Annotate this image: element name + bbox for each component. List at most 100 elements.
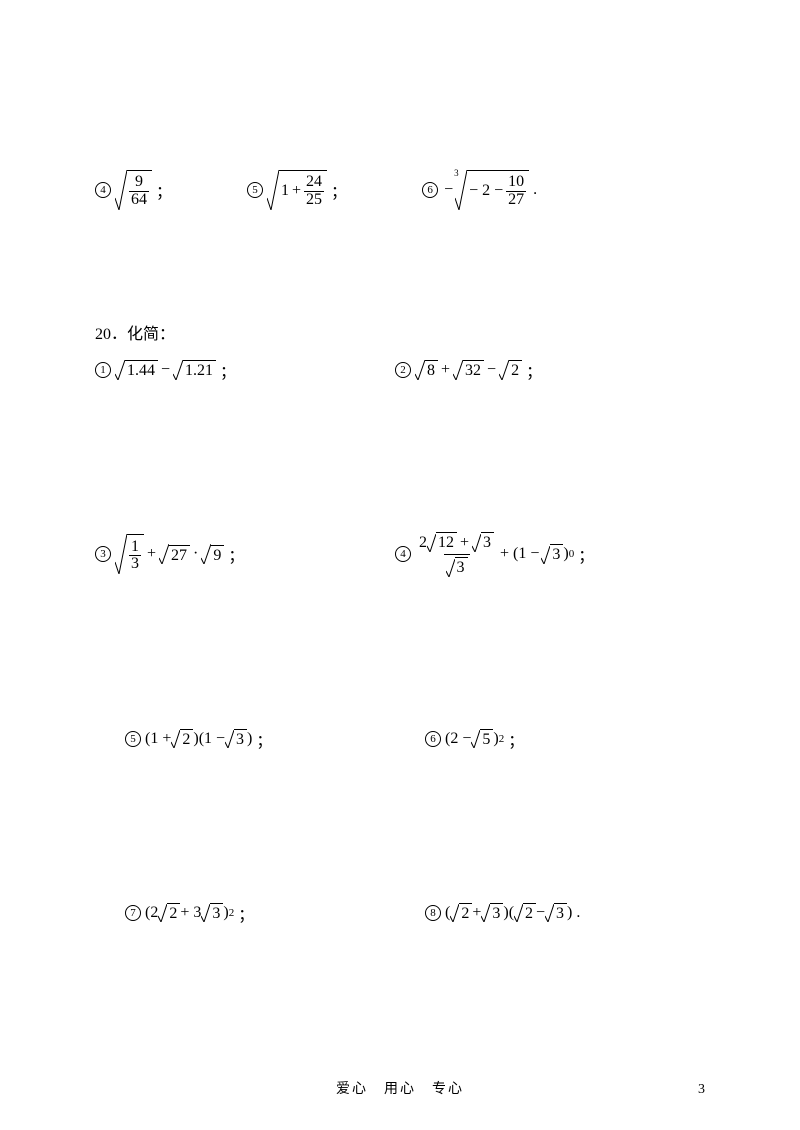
exponent: 2 — [229, 907, 235, 919]
sqrt: 3 — [545, 903, 567, 923]
neg: − — [444, 181, 453, 199]
page-number: 3 — [698, 1082, 705, 1098]
item-4b: 4 2 12 + 3 3 — [395, 532, 705, 577]
fraction: 24 25 — [304, 174, 324, 209]
radicand: 3 — [234, 729, 247, 749]
radical-icon — [415, 360, 425, 380]
sqrt: 1 3 — [115, 534, 144, 574]
sqrt: 3 — [201, 903, 223, 923]
item-5b: 5 (1 + 2 )(1 − 3 ) ； — [125, 727, 425, 751]
radical-icon — [115, 534, 127, 574]
punct: ； — [526, 358, 542, 382]
radical-icon — [450, 904, 459, 922]
radicand: 1.21 — [183, 360, 216, 380]
numerator: 10 — [506, 174, 526, 191]
circled-3: 3 — [95, 546, 111, 562]
fraction: 9 64 — [129, 174, 149, 209]
q20-title: 20．化简： — [95, 320, 705, 344]
coef: 2 — [419, 535, 427, 552]
exponent: 0 — [569, 548, 575, 560]
row-7-8: 7 (2 2 + 3 3 ) 2 ； 8 ( 2 + — [95, 901, 705, 925]
sqrt: 2 — [171, 729, 193, 749]
radical-icon — [514, 904, 523, 922]
radicand: 32 — [463, 360, 484, 380]
page-content: 4 9 64 ； 5 1 + 2 4 — [0, 0, 800, 925]
radical-icon — [159, 544, 169, 564]
item-4: 4 9 64 ； — [95, 170, 172, 210]
radical-icon — [545, 904, 554, 922]
punct: ； — [331, 178, 347, 202]
cbrt: 3 − 2 − 10 27 — [455, 170, 529, 210]
sqrt: 1 + 24 25 — [267, 170, 327, 210]
circled-5: 5 — [125, 731, 141, 747]
item-2: 2 8 + 32 − 2 ； — [395, 358, 705, 382]
sqrt: 2 — [499, 360, 522, 380]
sqrt: 3 — [541, 544, 563, 564]
radical-icon — [471, 730, 480, 748]
open: (2 — [145, 904, 158, 922]
radical-icon — [115, 360, 125, 380]
punct: . — [533, 181, 537, 199]
radicand: 3 — [554, 903, 567, 923]
big-fraction: 2 12 + 3 3 — [417, 532, 496, 577]
row-5-6: 5 (1 + 2 )(1 − 3 ) ； 6 (2 − 5 ) 2 ； — [95, 727, 705, 751]
circled-4: 4 — [95, 182, 111, 198]
numerator: 1 — [129, 539, 141, 556]
sqrt: 12 — [427, 532, 457, 552]
sqrt: 9 — [201, 544, 224, 564]
close: ) — [567, 904, 572, 922]
sqrt: 8 — [415, 360, 438, 380]
radical-icon — [225, 730, 234, 748]
circled-6: 6 — [422, 182, 438, 198]
circled-8: 8 — [425, 905, 441, 921]
minus: − — [536, 904, 545, 922]
exponent: 2 — [499, 733, 505, 745]
punct: . — [576, 904, 580, 922]
punct: ； — [578, 542, 594, 566]
close: ) — [247, 730, 252, 748]
sqrt: 5 — [471, 729, 493, 749]
item-6: 6 − 3 − 2 − 10 27 . — [422, 170, 537, 210]
radicand: 3 — [490, 903, 503, 923]
sqrt: 32 — [453, 360, 484, 380]
radicand: 3 — [210, 903, 223, 923]
radicand: 12 — [436, 532, 457, 552]
radical-icon — [173, 360, 183, 380]
radicand: 2 — [459, 903, 472, 923]
sqrt: 3 — [225, 729, 247, 749]
open: (2 − — [445, 730, 471, 748]
fraction: 1 3 — [129, 539, 141, 574]
radical-icon — [158, 904, 167, 922]
sqrt: 2 — [158, 903, 180, 923]
minus: − — [161, 361, 170, 379]
radical-icon — [481, 904, 490, 922]
row-1-2: 1 1.44 − 1.21 ； 2 8 + 32 − — [95, 358, 705, 382]
one: 1 — [281, 183, 289, 200]
radicand: 1.44 — [125, 360, 158, 380]
inner: − 2 − — [469, 183, 503, 200]
punct: ； — [238, 901, 254, 925]
plus: + — [460, 535, 469, 552]
item-6b: 6 (2 − 5 ) 2 ； — [425, 727, 705, 751]
item-1: 1 1.44 − 1.21 ； — [95, 358, 395, 382]
item-3: 3 1 3 + 27 · 9 ； — [95, 532, 395, 577]
radical-icon — [267, 170, 279, 210]
plus: + — [292, 183, 301, 200]
punct: ； — [220, 358, 236, 382]
radical-icon — [171, 730, 180, 748]
radical-icon — [201, 544, 211, 564]
plus: + — [147, 545, 156, 563]
mid: )( — [503, 904, 514, 922]
radicand: 27 — [169, 545, 190, 565]
radical-icon — [201, 904, 210, 922]
radicand: 5 — [480, 729, 493, 749]
denominator: 3 — [129, 555, 141, 573]
radicand: 8 — [425, 360, 438, 380]
mid: )(1 − — [193, 730, 225, 748]
cube-index: 3 — [454, 168, 459, 178]
circled-7: 7 — [125, 905, 141, 921]
plus-paren: + (1 − — [500, 545, 539, 563]
radical-icon — [427, 534, 436, 552]
open: (1 + — [145, 730, 171, 748]
sqrt: 3 — [481, 903, 503, 923]
